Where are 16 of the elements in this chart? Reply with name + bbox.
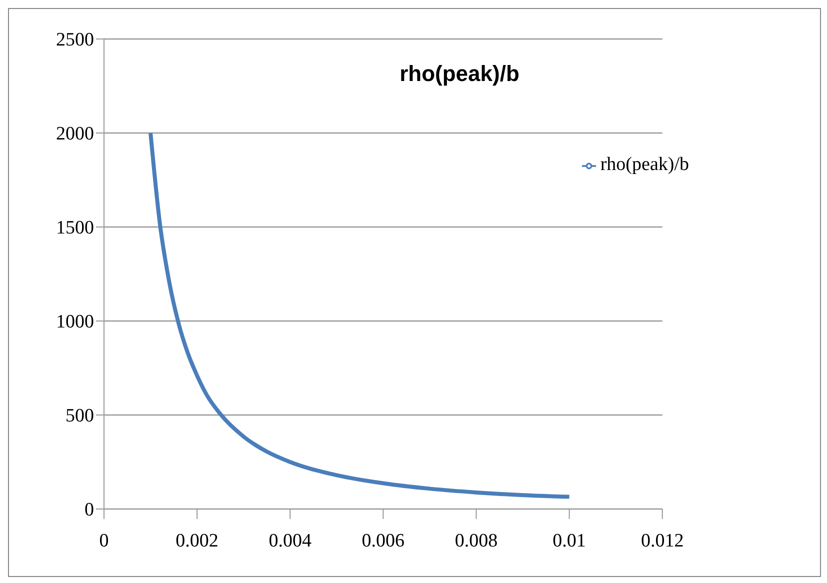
y-tick-label: 1500 xyxy=(56,218,94,239)
y-tick-label: 500 xyxy=(66,406,94,427)
y-tick-label: 1000 xyxy=(56,312,94,333)
y-tick-label: 0 xyxy=(84,500,94,521)
x-tick-label: 0.01 xyxy=(552,530,586,552)
x-tick-label: 0.002 xyxy=(176,530,218,552)
x-tick-label: 0.004 xyxy=(268,530,312,552)
x-tick-label: 0.008 xyxy=(454,530,498,552)
y-tick-label: 2500 xyxy=(56,30,94,51)
text: rho(peak)/b xyxy=(398,61,520,87)
x-tick-label: 0.012 xyxy=(640,530,684,552)
legend-label: rho(peak)/b xyxy=(600,154,689,175)
x-tick-label: 0.006 xyxy=(362,530,405,552)
line-series xyxy=(148,131,572,499)
x-tick-label: 0 xyxy=(99,530,109,552)
y-tick-label: 2000 xyxy=(56,124,94,145)
